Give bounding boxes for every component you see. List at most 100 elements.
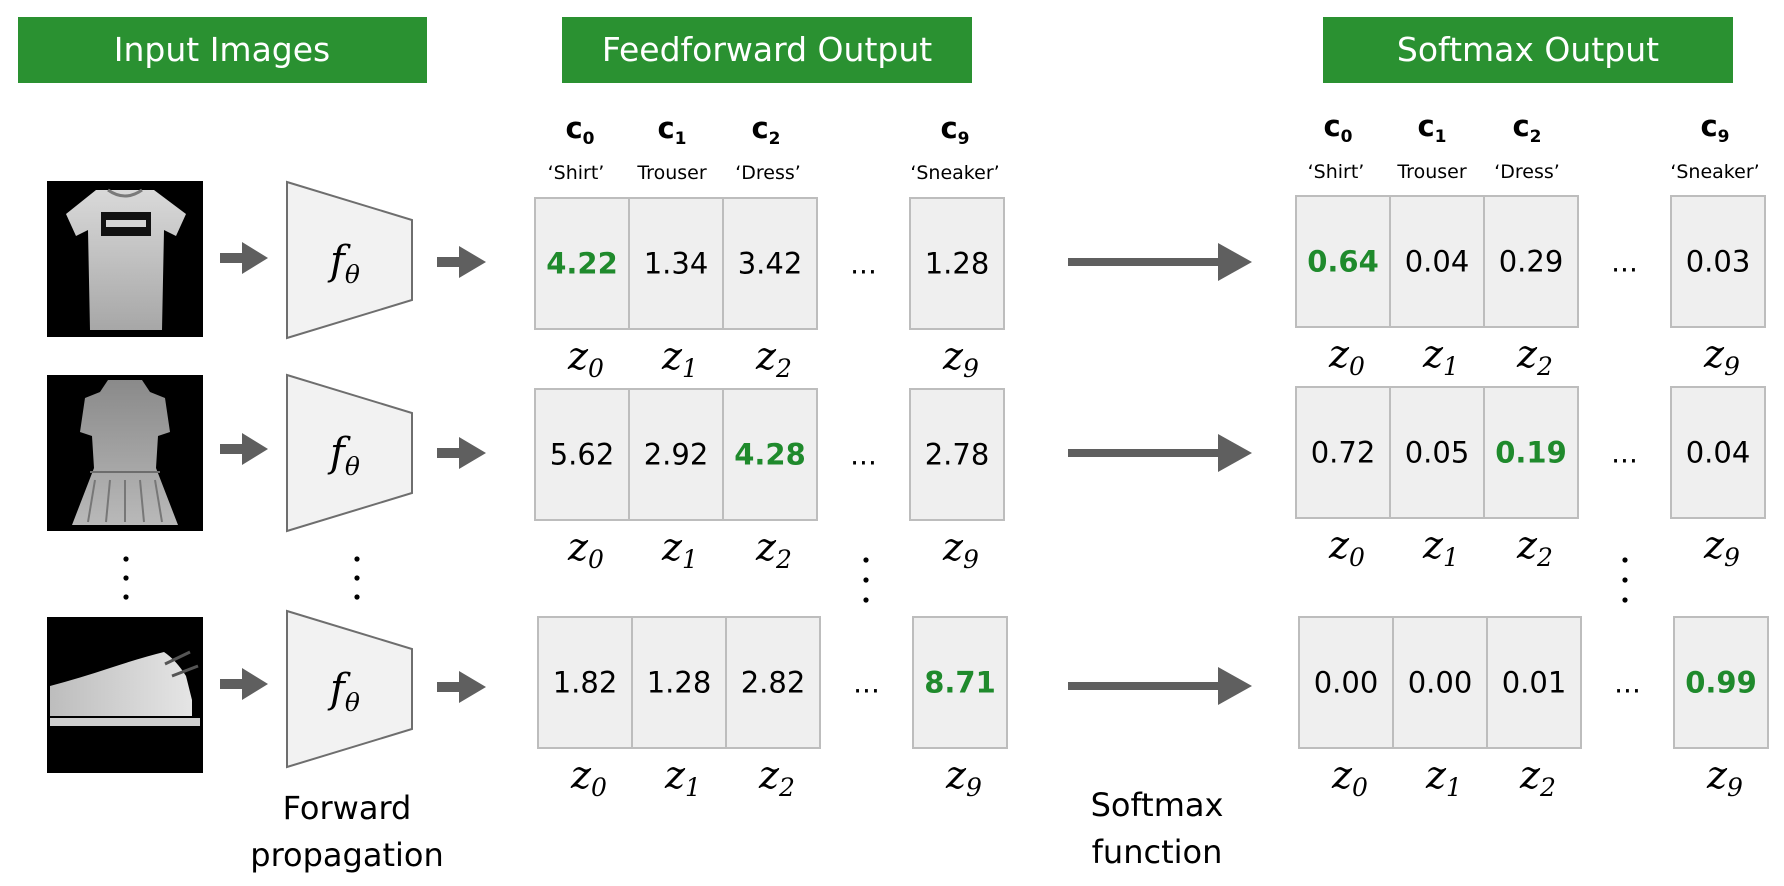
softmax-z-label: z0 <box>1331 753 1368 802</box>
feedforward-z-label: z2 <box>755 525 792 574</box>
softmax-arrow-3 <box>1068 667 1252 705</box>
feedforward-value: 1.82 <box>553 666 618 700</box>
header-input: Input Images <box>18 17 427 83</box>
feedforward-cell <box>722 388 818 521</box>
softmax-ellipsis: ... <box>1611 246 1638 279</box>
softmax-cell <box>1486 616 1582 749</box>
feedforward-cell <box>912 616 1008 749</box>
feedforward-z-label: z1 <box>664 753 701 802</box>
softmax-value: 0.05 <box>1405 436 1470 470</box>
vector-grids: 4.22 z0 1.34 z1 3.42 z2 1.28 z9... 5.62 z0 2.92 z1 4… <box>534 195 1769 802</box>
feedforward-value: 1.28 <box>925 247 990 281</box>
softmax-value: 0.00 <box>1408 666 1473 700</box>
network-1: fθ <box>286 180 413 340</box>
softmax-value: 0.64 <box>1307 245 1379 279</box>
softmax-cell <box>1389 386 1485 519</box>
softmax-value: 0.01 <box>1502 666 1567 700</box>
class-c2-sm: c2 <box>1512 109 1541 147</box>
feedforward-z-label: z9 <box>945 753 982 802</box>
softmax-value: 0.99 <box>1685 666 1757 700</box>
softmax-cell <box>1295 386 1391 519</box>
softmax-z-label: z1 <box>1422 332 1459 381</box>
header-feedforward: Feedforward Output <box>562 17 972 83</box>
feedforward-value: 3.42 <box>738 247 803 281</box>
header-input-text: Input Images <box>114 30 330 69</box>
softmax-z-label: z9 <box>1703 332 1740 381</box>
softmax-value: 0.04 <box>1405 245 1470 279</box>
feedforward-value: 1.34 <box>644 247 709 281</box>
vertical-dots-softmax <box>1622 557 1628 603</box>
network-3: fθ <box>286 609 413 769</box>
class-c0-ff-name: ‘Shirt’ <box>548 162 605 184</box>
feedforward-z-label: z2 <box>755 334 792 383</box>
feedforward-value: 2.82 <box>741 666 806 700</box>
feedforward-cell <box>534 388 630 521</box>
softmax-value: 0.04 <box>1686 436 1751 470</box>
feedforward-vector-row-1: 4.22 z0 1.34 z1 3.42 z2 1.28 z9... <box>534 197 1005 383</box>
softmax-value: 0.72 <box>1311 436 1376 470</box>
dress-image <box>47 375 203 531</box>
network-3-label: fθ <box>327 666 360 717</box>
softmax-z-label: z1 <box>1425 753 1462 802</box>
feedforward-cell <box>909 197 1005 330</box>
forward-propagation-caption: Forward propagation <box>250 789 443 874</box>
feedforward-vector-row-2: 5.62 z0 2.92 z1 4.28 z2 2.78 z9... <box>534 388 1005 574</box>
feedforward-z-label: z9 <box>942 525 979 574</box>
softmax-cell <box>1670 195 1766 328</box>
feedforward-cell <box>909 388 1005 521</box>
feedforward-z-label: z0 <box>567 525 604 574</box>
header-softmax-text: Softmax Output <box>1397 30 1659 69</box>
feedforward-value: 2.92 <box>644 438 709 472</box>
softmax-ellipsis: ... <box>1611 437 1638 470</box>
softmax-z-label: z1 <box>1422 523 1459 572</box>
softmax-z-label: z2 <box>1516 332 1553 381</box>
softmax-cell <box>1483 386 1579 519</box>
vertical-dots-feedforward <box>863 557 869 603</box>
softmax-z-label: z2 <box>1516 523 1553 572</box>
class-c1-ff: c1 <box>657 111 686 149</box>
feedforward-ellipsis: ... <box>850 439 877 472</box>
softmax-value: 0.03 <box>1686 245 1751 279</box>
feedforward-cell <box>537 616 633 749</box>
vertical-dots-networks <box>354 556 360 600</box>
arrow-net-ff-3 <box>437 671 486 703</box>
softmax-caption-line2: function <box>1092 833 1223 871</box>
softmax-value: 0.00 <box>1314 666 1379 700</box>
softmax-arrow-1 <box>1068 243 1252 281</box>
softmax-z-label: z0 <box>1328 523 1365 572</box>
feedforward-value: 8.71 <box>924 666 996 700</box>
feedforward-z-label: z1 <box>661 525 698 574</box>
feedforward-cell <box>725 616 821 749</box>
softmax-caption-line1: Softmax <box>1091 786 1224 824</box>
forward-caption-line2: propagation <box>250 836 443 874</box>
feedforward-z-label: z9 <box>942 334 979 383</box>
softmax-cell <box>1295 195 1391 328</box>
softmax-cell <box>1298 616 1394 749</box>
vertical-dots-images <box>123 556 129 600</box>
class-c0-sm: c0 <box>1323 109 1352 147</box>
feedforward-value: 1.28 <box>647 666 712 700</box>
softmax-cell <box>1670 386 1766 519</box>
softmax-value: 0.29 <box>1499 245 1564 279</box>
shirt-image <box>47 181 203 337</box>
feedforward-value: 4.28 <box>734 438 806 472</box>
softmax-function-caption: Softmax function <box>1091 786 1224 871</box>
feedforward-z-label: z1 <box>661 334 698 383</box>
class-c2-ff: c2 <box>751 111 780 149</box>
softmax-z-label: z9 <box>1706 753 1743 802</box>
class-c9-sm-name: ‘Sneaker’ <box>1670 161 1759 183</box>
softmax-cell <box>1673 616 1769 749</box>
arrow-img-net-2 <box>220 433 268 465</box>
feedforward-value: 4.22 <box>546 247 618 281</box>
feedforward-ellipsis: ... <box>850 248 877 281</box>
softmax-cell <box>1483 195 1579 328</box>
softmax-vector-row-3: 0.00 z0 0.00 z1 0.01 z2 0.99 z9... <box>1298 616 1769 802</box>
softmax-vector-row-2: 0.72 z0 0.05 z1 0.19 z2 0.04 z9... <box>1295 386 1766 572</box>
class-c2-ff-name: ‘Dress’ <box>735 162 801 184</box>
arrow-net-ff-2 <box>437 437 486 469</box>
feedforward-value: 5.62 <box>550 438 615 472</box>
feedforward-vector-row-3: 1.82 z0 1.28 z1 2.82 z2 8.71 z9... <box>537 616 1008 802</box>
class-c9-ff-name: ‘Sneaker’ <box>910 162 999 184</box>
